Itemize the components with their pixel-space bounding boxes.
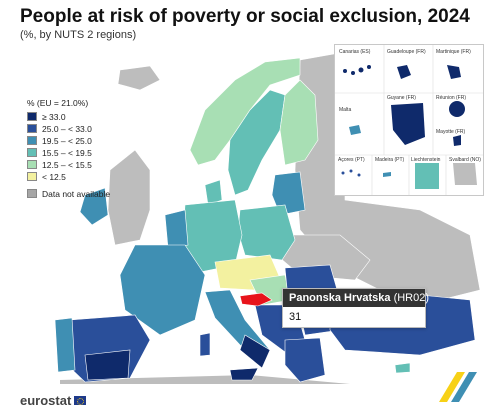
inset-label: Guyane (FR) [387,95,416,101]
tooltip-region-name: Panonska Hrvatska [289,292,391,304]
inset-label: Guadeloupe (FR) [387,49,426,55]
inset-label: Martinique (FR) [436,49,471,55]
inset-label: Madeira (PT) [375,157,405,163]
legend-swatch [27,160,37,169]
tooltip-value: 31 [289,311,302,323]
region-sweden [227,89,286,196]
region-baltics [271,171,306,216]
legend-item: 12.5 – < 15.5 [27,159,110,170]
region-france [119,244,206,336]
region-denmark [204,179,223,206]
inset-label: Mayotte (FR) [436,129,466,135]
tooltip-header: Panonska Hrvatska (HR02) [283,289,429,307]
region-italy-south [239,334,271,369]
page-subtitle: (%, by NUTS 2 regions) [20,29,137,41]
legend-title: % (EU = 21.0%) [27,98,89,108]
region-hr02-highlight [239,292,273,307]
inset-label: Liechtenstein [411,157,441,163]
watermark-icon [439,372,477,402]
region-africa [60,375,350,384]
inset-label: Réunion (FR) [436,95,467,101]
tooltip-region-code: (HR02) [393,292,430,304]
legend-swatch [27,189,37,198]
legend-item-not-available: Data not available [27,188,110,199]
region-uk [107,149,151,246]
legend-item: 15.5 – < 19.5 [27,147,110,158]
region-sicily [229,367,259,381]
region-greece [284,337,326,383]
legend-swatch [27,136,37,145]
eu-flag-icon [74,396,87,405]
map-legend: % (EU = 21.0%) ≥ 33.0 25.0 – < 33.0 19.5… [27,98,110,200]
legend-item: ≥ 33.0 [27,111,110,122]
region-sardinia [199,332,211,357]
region-finland [279,79,319,166]
legend-item: 19.5 – < 25.0 [27,135,110,146]
legend-item: 25.0 – < 33.0 [27,123,110,134]
region-norway [189,57,301,166]
region-poland [237,204,296,261]
page-title: People at risk of poverty or social excl… [20,6,470,27]
region-benelux [164,209,189,249]
legend-swatch [27,148,37,157]
legend-swatch [27,124,37,133]
legend-item: < 12.5 [27,171,110,182]
inset-label: Açores (PT) [338,157,365,163]
inset-label: Svalbard (NO) [449,157,481,163]
insets-panel: Canarias (ES) Guadeloupe (FR) Martinique… [334,44,484,196]
region-spain-south [84,349,131,381]
eurostat-logo: eurostat [20,393,87,408]
region-tooltip: Panonska Hrvatska (HR02) 31 [282,288,429,328]
insets-shapes [335,45,483,195]
legend-swatch [27,112,37,121]
inset-label: Canarias (ES) [339,49,371,55]
inset-label: Malta [339,107,352,113]
region-iceland [117,65,161,91]
region-ireland [79,187,109,226]
legend-swatch [27,172,37,181]
region-cyprus [394,362,411,374]
region-portugal [54,317,76,373]
